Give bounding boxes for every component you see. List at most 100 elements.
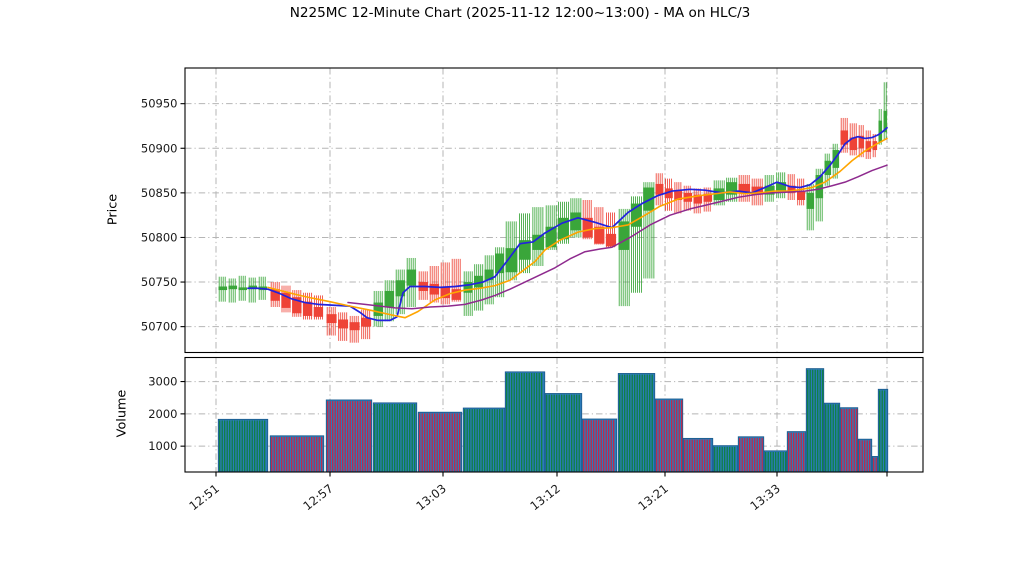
candle-body [248,285,258,290]
candle-body [518,240,531,260]
candle-body [832,150,840,168]
candle-body [532,234,545,250]
volume-bar [325,399,373,473]
price-candles [218,82,888,343]
candle-body [858,135,865,149]
volume-bars [217,368,889,473]
candle-body [618,221,630,250]
candle-body [655,183,664,195]
candle-body [270,289,280,301]
candle-body [440,286,451,299]
axes-spines [184,67,924,473]
chart-title: N225MC 12-Minute Chart (2025-11-12 12:00… [289,5,751,21]
candle-body [557,217,569,240]
candle-block [806,168,824,231]
candle-body [218,286,228,291]
candle-body [726,182,738,195]
candle-block [373,257,417,327]
candle-block [764,172,787,202]
candle-body [313,307,324,317]
candle-body [281,292,291,308]
candle-body [302,301,313,316]
candle-block [463,247,505,316]
candle-body [338,319,349,329]
candle-block [582,199,617,248]
candle-body [326,314,337,324]
candle-body [349,322,360,331]
candle-body [840,130,849,145]
candle-body [605,233,617,247]
candle-body [674,191,683,200]
candle-body [451,289,462,300]
candle-body [292,297,302,314]
x-tick-label: 13:12 [527,481,562,513]
y-tick-label: 50900 [141,141,178,155]
ma-line-ma-slow [347,164,888,310]
candle-block [824,143,840,186]
candle-block [618,182,655,307]
candle-body [776,182,787,192]
candle-body [429,283,440,295]
candle-body [883,110,888,133]
candle-body [630,203,642,227]
candle-body [570,212,582,231]
y-tick-label: 50700 [141,320,178,334]
candle-body [228,285,238,290]
candle-body [484,269,494,281]
candle-body [395,280,406,297]
candle-body [738,183,751,193]
candle-body [806,192,815,209]
candle-body [373,302,384,316]
x-tick-label: 13:03 [413,481,448,513]
y-tick-label: 1000 [148,439,177,453]
candle-body [787,185,796,193]
candle-block [858,125,872,159]
price-panel-border [184,67,924,354]
x-tick-label: 13:33 [747,481,782,513]
candle-body [582,217,593,238]
y-tick-label: 2000 [148,407,177,421]
ma-line-ma-fast [247,126,888,322]
x-tick-label: 12:51 [186,481,221,513]
candle-body [463,282,473,293]
candle-block [326,307,372,343]
x-tick-label: 13:21 [635,481,670,513]
volume-bar [871,456,879,473]
candle-block [878,82,888,145]
y-tick-label: 50800 [141,230,178,244]
candle-body [361,317,372,327]
candle-block [655,173,683,214]
y-tick-label: 50950 [141,97,178,111]
candle-body [545,226,557,248]
candle-body [797,191,806,200]
candle-body [664,188,673,199]
candle-block [505,207,545,281]
candle-body [505,248,518,273]
y-tick-label: 3000 [148,375,177,389]
candle-body [703,193,713,202]
volume-panel-border [184,356,924,473]
candle-body [693,194,703,204]
candle-body [643,187,655,211]
candle-body [764,185,775,195]
volume-bar [217,418,269,473]
candle-body [406,269,417,286]
candle-body [849,137,858,151]
candle-body [495,253,505,274]
ma-lines [247,126,888,322]
grid-lines [185,68,923,472]
candle-body [474,275,484,288]
ma-line-ma-mid [267,137,888,319]
candle-block [418,258,462,305]
candle-block [545,198,582,250]
candle-body [815,175,824,199]
candle-body [594,226,605,244]
candle-body [384,290,395,308]
y-tick-label: 50750 [141,275,178,289]
candle-body [878,120,883,143]
x-tick-label: 12:57 [300,481,335,513]
candle-body [865,141,872,152]
y-tick-label: 50850 [141,186,178,200]
